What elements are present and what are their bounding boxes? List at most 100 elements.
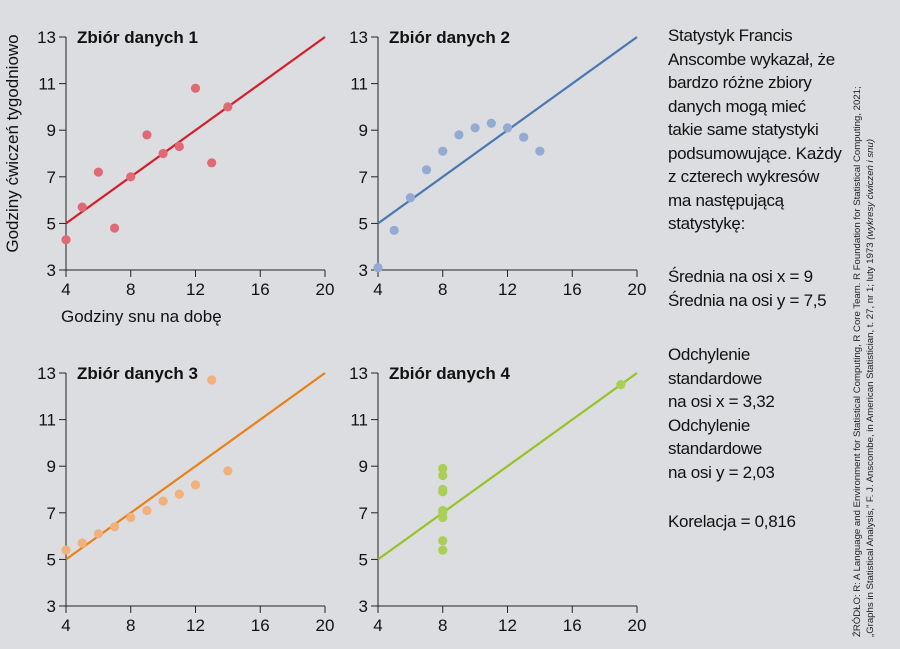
regression-line — [377, 372, 638, 561]
y-tick-label: 9 — [47, 457, 56, 476]
data-point — [190, 83, 201, 93]
x-tick-label: 20 — [628, 616, 647, 635]
description-line: ma następującą — [668, 190, 784, 210]
data-point — [142, 130, 152, 140]
y-tick-label: 13 — [37, 28, 56, 47]
y-tick-label: 11 — [38, 411, 56, 430]
data-point — [438, 146, 448, 156]
charts-area: 3 5 7 9 11 13 4 8 12 16 20 Zbiór danych 1 Godziny sn… — [3, 28, 647, 635]
source-line: ŹRÓDŁO: R: A Language and Environment fo… — [852, 86, 863, 637]
y-tick-label: 9 — [359, 457, 368, 476]
data-point — [454, 130, 464, 140]
description-text: Statystyk Francis Anscombe wykazał, że b… — [668, 24, 843, 236]
x-tick-label: 12 — [186, 280, 205, 299]
correlation-text: Korelacja = 0,816 — [668, 512, 796, 531]
stdev-line: Odchylenie — [668, 415, 751, 435]
data-point — [126, 512, 136, 523]
y-tick-label: 11 — [350, 75, 368, 94]
x-tick-label: 16 — [251, 616, 270, 635]
x-tick-label: 8 — [126, 280, 135, 299]
mean-y-text: Średnia na osi y = 7,5 — [668, 290, 827, 310]
x-tick-label: 12 — [498, 280, 517, 299]
x-tick-label: 8 — [126, 616, 135, 635]
stdev-line: Odchylenie — [668, 345, 751, 364]
data-point — [223, 102, 233, 112]
y-tick-label: 7 — [359, 168, 368, 187]
y-tick-label: 11 — [38, 75, 56, 94]
stdev-line: standardowe — [668, 368, 763, 388]
stdev-x-text: na osi x = 3,32 — [668, 392, 775, 411]
stdev-stats: Odchylenie standardowe na osi x = 3,32 O… — [668, 343, 843, 484]
regression-line — [65, 36, 326, 225]
x-tick-label: 16 — [563, 616, 582, 635]
data-point — [616, 380, 626, 390]
data-point — [61, 235, 71, 245]
data-point — [158, 496, 168, 506]
y-tick-label: 7 — [359, 504, 368, 523]
data-point — [207, 158, 217, 168]
y-tick-label: 7 — [47, 168, 56, 187]
data-point — [519, 132, 529, 142]
x-tick-label: 20 — [316, 280, 335, 299]
data-point — [486, 118, 496, 128]
stdev-y-text: na osi y = 2,03 — [668, 462, 775, 482]
data-point — [405, 193, 415, 203]
source-note: ŹRÓDŁO: R: A Language and Environment fo… — [852, 7, 877, 637]
data-point — [535, 146, 545, 156]
y-tick-label: 3 — [47, 597, 56, 616]
data-point — [373, 263, 383, 273]
data-point — [438, 505, 448, 516]
data-point — [207, 375, 217, 385]
data-point — [502, 123, 513, 133]
panel-title: Zbiór danych 4 — [389, 364, 510, 383]
x-tick-label: 20 — [316, 616, 335, 635]
description-line: danych mogą mieć — [668, 96, 806, 116]
y-tick-label: 5 — [47, 214, 56, 233]
panel-title: Zbiór danych 2 — [389, 28, 510, 47]
x-tick-label: 4 — [373, 616, 382, 635]
x-tick-label: 8 — [438, 616, 447, 635]
data-point — [174, 141, 184, 152]
description-line: podsumowujące. Każdy — [668, 143, 842, 163]
data-point — [93, 167, 103, 177]
data-point — [438, 463, 448, 474]
data-point — [421, 165, 432, 175]
means-stats: Średnia na osi x = 9 Średnia na osi y = … — [668, 265, 843, 312]
data-point — [190, 480, 201, 490]
y-tick-label: 5 — [359, 214, 368, 233]
description-line: statystykę: — [668, 214, 746, 233]
x-tick-label: 4 — [61, 616, 70, 635]
data-point — [438, 484, 448, 495]
data-point — [389, 225, 399, 235]
data-point — [77, 202, 87, 212]
y-tick-label: 5 — [359, 550, 368, 569]
y-tick-label: 3 — [47, 261, 56, 280]
data-point — [109, 522, 120, 532]
y-tick-label: 13 — [349, 364, 368, 383]
y-tick-label: 7 — [47, 504, 56, 523]
data-point — [174, 489, 184, 499]
y-tick-label: 11 — [350, 411, 368, 430]
data-point — [93, 529, 103, 539]
x-tick-label: 16 — [563, 280, 582, 299]
x-tick-label: 16 — [251, 280, 270, 299]
panel-title: Zbiór danych 3 — [77, 364, 198, 383]
y-tick-label: 9 — [47, 121, 56, 140]
description-line: takie same statystyki — [668, 120, 819, 139]
x-tick-label: 12 — [186, 616, 205, 635]
source-line: „Graphs in Statistical Analysis,” F. J. … — [864, 242, 876, 637]
x-tick-label: 8 — [438, 280, 447, 299]
x-axis-label: Godziny snu na dobę — [61, 307, 222, 326]
description-line: Anscombe wykazał, że — [668, 49, 835, 69]
y-axis-label: Godziny ćwiczeń tygodniowo — [3, 34, 22, 252]
x-tick-label: 4 — [373, 280, 382, 299]
y-tick-label: 3 — [359, 597, 368, 616]
data-point — [126, 172, 136, 182]
source-remark: (wykresy ćwiczeń i snu) — [864, 138, 876, 240]
stdev-line: standardowe — [668, 439, 763, 458]
data-point — [223, 466, 233, 476]
data-point — [438, 470, 448, 481]
data-point — [158, 148, 168, 159]
y-tick-label: 5 — [47, 550, 56, 569]
data-point — [142, 505, 152, 516]
